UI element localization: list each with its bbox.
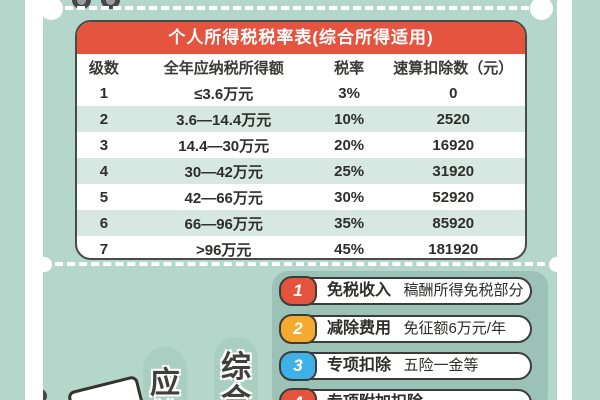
item-description: 免征额6万元/年 (403, 320, 506, 337)
item-label: 专项附加扣除 (327, 394, 423, 400)
table-column-header: 级数 全年应纳税所得额 税率 速算扣除数（元） (77, 54, 525, 80)
vertical-label-pill: 应 纳 (143, 347, 187, 400)
tax-rate-table: 个人所得税税率表(综合所得适用) 级数 全年应纳税所得额 税率 速算扣除数（元）… (75, 20, 527, 260)
decor-circle-icon (101, 0, 120, 9)
punch-hole (43, 257, 52, 272)
list-item: 3 专项扣除 五险一金等 (279, 351, 532, 381)
item-number-badge: 2 (279, 314, 317, 344)
punch-hole (530, 0, 553, 20)
table-row: 5 42—66万元 30% 52920 (99, 188, 475, 207)
main-ticket-panel: 个人所得税税率表(综合所得适用) 级数 全年应纳税所得额 税率 速算扣除数（元）… (43, 0, 557, 400)
col-header-deduction: 速算扣除数（元） (393, 59, 514, 77)
item-number-badge: 4 (279, 388, 317, 400)
item-label: 专项扣除 (327, 357, 392, 374)
left-ticket-strip (0, 0, 25, 400)
table-row: 2 3.6—14.4万元 10% 2520 (77, 106, 525, 132)
table-row: 4 30—42万元 25% 31920 (77, 158, 525, 184)
perforation-line-top (65, 6, 529, 10)
item-description: 稿酬所得免税部分 (403, 282, 524, 299)
col-header-level: 级数 (88, 59, 119, 77)
item-number-badge: 3 (279, 351, 317, 381)
item-label: 免税收入 (327, 282, 392, 299)
list-item: 1 免税收入 稿酬所得免税部分 (279, 276, 532, 306)
item-description: 五险一金等 (403, 357, 479, 374)
list-item: 4 专项附加扣除 (279, 388, 532, 400)
right-ticket-strip (572, 0, 600, 400)
table-row: 1 ≤3.6万元 3% 0 (99, 84, 458, 103)
perforation-line-middle (43, 262, 557, 266)
list-item: 2 减除费用 免征额6万元/年 (279, 314, 532, 344)
item-label: 减除费用 (327, 320, 392, 337)
item-number-badge: 1 (279, 276, 317, 306)
punch-hole (549, 257, 557, 272)
col-header-rate: 税率 (334, 59, 365, 77)
calculator-illustration (66, 374, 146, 400)
punch-hole (43, 0, 63, 20)
table-row: 3 14.4—30万元 20% 16920 (99, 136, 475, 155)
deduction-list-panel: 1 免税收入 稿酬所得免税部分 2 减除费用 免征额6万元/年 3 专项扣除 五… (272, 271, 548, 400)
col-header-income: 全年应纳税所得额 (163, 59, 284, 77)
table-row: 7 >96万元 45% 181920 (99, 240, 479, 259)
table-title: 个人所得税税率表(综合所得适用) (77, 22, 525, 54)
illustration-fragment (43, 389, 47, 400)
vertical-label-pill: 综 合 (214, 337, 258, 400)
table-row: 6 66—96万元 35% 85920 (77, 210, 525, 236)
decor-circle-icon (72, 0, 91, 9)
